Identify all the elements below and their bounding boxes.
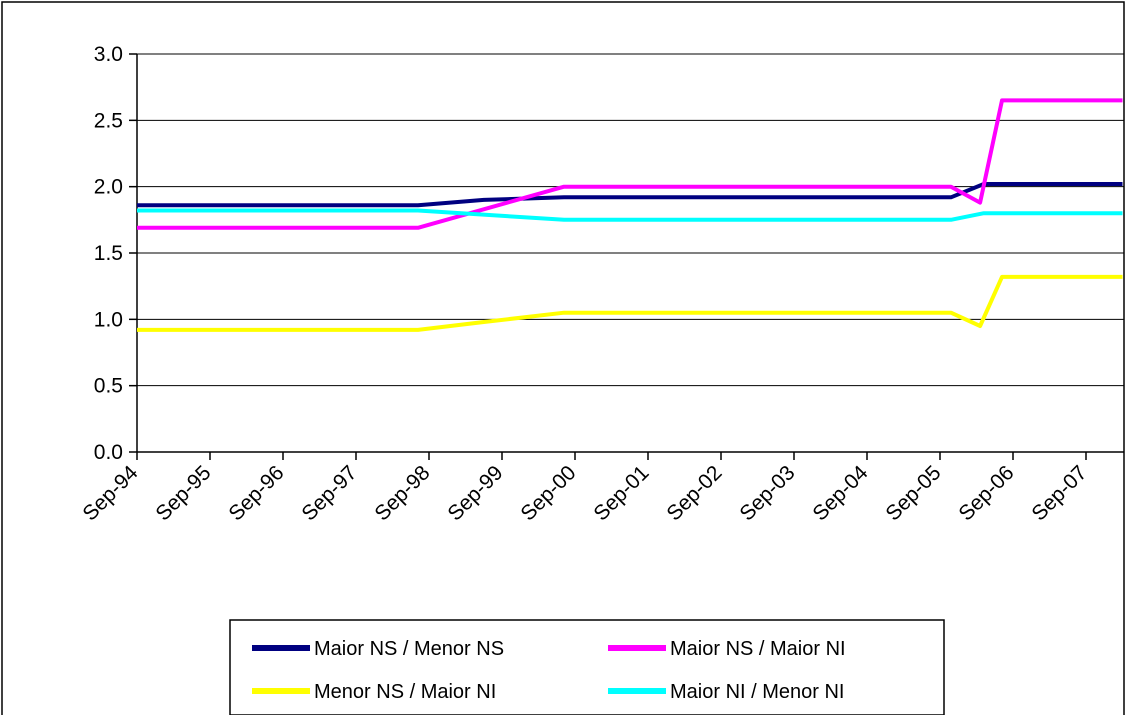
legend-label-maior-ni-menor-ni: Maior NI / Menor NI [670,681,844,703]
x-tick-label-8: Sep-02 [662,461,726,525]
y-tick-label-0: 0.0 [94,441,123,464]
series-line-2 [137,274,1123,332]
legend-label-maior-ns-maior-ni: Maior NS / Maior NI [670,638,846,660]
x-tick-label-9: Sep-03 [735,461,799,525]
y-tick-label-6: 3.0 [94,43,123,66]
y-tick-label-1: 0.5 [94,375,123,398]
x-tick-label-13: Sep-07 [1027,461,1091,525]
x-tick-label-0: Sep-94 [78,461,142,525]
y-tick-label-3: 1.5 [94,242,123,265]
x-tick-label-2: Sep-96 [224,461,288,525]
y-tick-label-5: 2.5 [94,109,123,132]
x-tick-label-5: Sep-99 [443,461,507,525]
legend: Maior NS / Menor NS Maior NS / Maior NI … [229,619,945,715]
gridlines [137,53,1124,387]
x-tick-label-12: Sep-06 [954,461,1018,525]
x-tick-label-3: Sep-97 [297,461,361,525]
x-axis-ticks: Sep-94 Sep-95 Sep-96 Sep-97 Sep-98 Sep-99 Sep-… [78,452,1092,525]
y-tick-label-2: 1.0 [94,308,123,331]
x-tick-label-4: Sep-98 [370,461,434,525]
series-line-3 [137,208,1123,222]
legend-box [229,619,945,715]
x-tick-label-11: Sep-05 [881,461,945,525]
series-line-1 [137,98,1123,230]
legend-label-menor-ns-maior-ni: Menor NS / Maior NI [314,681,496,703]
legend-label-maior-ns-menor-ns: Maior NS / Menor NS [314,638,504,660]
y-tick-label-4: 2.0 [94,176,123,199]
x-tick-label-6: Sep-00 [516,461,580,525]
x-tick-label-1: Sep-95 [151,461,215,525]
y-axis-ticks: 0.0 0.5 1.0 1.5 2.0 2.5 3.0 [94,43,137,464]
x-tick-label-10: Sep-04 [808,461,872,525]
x-tick-label-7: Sep-01 [589,461,653,525]
series-layer [137,98,1123,332]
